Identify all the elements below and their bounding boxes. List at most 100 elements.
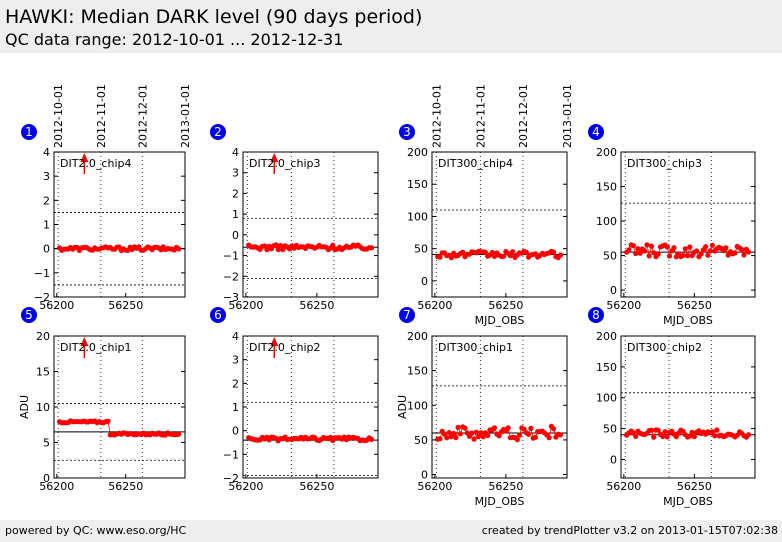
y-tick-label: 200 — [596, 330, 617, 343]
data-point — [651, 250, 657, 256]
data-point — [480, 434, 486, 440]
data-point — [664, 244, 670, 250]
data-point — [703, 244, 709, 250]
plot-frame — [431, 335, 568, 479]
chart-panel-6: 6 DIT2.0_chip2 −2 −1 0 1 2 3 4 56200 56250 — [210, 307, 379, 493]
created-by-text: created by trendPlotter v3.2 on 2013-01-… — [481, 524, 778, 537]
y-tick-label: 3 — [232, 354, 239, 367]
x-tick-label: 56200 — [417, 480, 452, 493]
y-tick-label: 50 — [414, 434, 428, 447]
panel-number-label: 7 — [403, 308, 411, 322]
data-point — [528, 425, 534, 431]
data-point — [496, 433, 502, 439]
data-point — [714, 427, 720, 433]
data-point — [460, 249, 466, 255]
y-tick-label: 50 — [603, 250, 617, 263]
date-axis-label: 2013-01-01 — [561, 84, 574, 148]
data-point — [532, 434, 539, 440]
x-tick-label: 56250 — [299, 480, 334, 493]
plot-frame — [620, 151, 756, 298]
data-point — [662, 429, 668, 435]
y-tick-label: −3 — [223, 291, 239, 304]
data-point — [732, 250, 738, 256]
data-point — [455, 424, 461, 430]
data-point — [275, 246, 281, 253]
date-axis-label: 2012-12-01 — [517, 84, 530, 148]
panel-number-badge — [399, 307, 415, 323]
panel-number-badge — [21, 124, 37, 140]
y-tick-label: 150 — [407, 178, 428, 191]
data-point — [745, 432, 752, 438]
y-tick-label: 0 — [610, 453, 617, 466]
data-point — [648, 243, 655, 249]
data-point — [485, 432, 491, 439]
y-tick-label: 150 — [596, 361, 617, 374]
x-axis-label: MJD_OBS — [475, 314, 525, 327]
y-tick-label: 100 — [407, 210, 428, 223]
data-point — [630, 243, 637, 249]
data-point — [451, 430, 457, 437]
date-axis-label: 2012-10-01 — [430, 84, 443, 148]
panel-number-label: 2 — [214, 125, 222, 139]
powered-by-text: powered by QC: www.eso.org/HC — [5, 524, 187, 537]
data-point — [476, 434, 482, 440]
y-tick-label: 150 — [407, 365, 428, 378]
y-tick-label: −2 — [223, 472, 239, 485]
data-point — [655, 251, 661, 257]
y-tick-label: 4 — [232, 146, 239, 159]
y-tick-label: 0 — [232, 425, 239, 438]
y-tick-label: −1 — [34, 267, 50, 280]
data-point — [444, 435, 450, 441]
data-point — [723, 245, 729, 251]
x-tick-label: 56250 — [108, 480, 143, 493]
panel-title: DIT300_chip4 — [438, 157, 513, 170]
data-point — [687, 244, 693, 250]
y-tick-label: 2 — [232, 187, 239, 200]
panel-number-badge — [21, 307, 37, 323]
panel-number-badge — [588, 307, 604, 323]
data-point — [551, 249, 557, 255]
data-point — [448, 255, 454, 261]
data-point — [551, 426, 557, 432]
panel-title: DIT2.0_chip2 — [249, 341, 320, 354]
outlier-arrow-head — [80, 337, 89, 346]
chart-panel-1: 1 DIT2.0_chip4 −2 −1 0 1 2 3 4 56200 56250 2012-10-… — [21, 84, 192, 312]
x-tick-label: 56200 — [606, 299, 641, 312]
y-tick-label: 150 — [596, 181, 617, 194]
data-point — [453, 435, 459, 441]
date-axis-label: 2013-01-01 — [179, 84, 192, 148]
panel-number-label: 6 — [214, 308, 222, 322]
data-point — [709, 429, 716, 435]
data-point — [691, 434, 697, 440]
y-tick-label: 1 — [43, 219, 50, 232]
x-tick-label: 56250 — [677, 299, 712, 312]
chart-panel-3: 3 DIT300_chip4 0 50 100 150 200 56200 56250 MJD_O… — [399, 84, 574, 327]
panel-number-badge — [588, 124, 604, 140]
y-tick-label: −2 — [34, 291, 50, 304]
data-point — [489, 249, 495, 256]
data-point — [646, 253, 652, 259]
y-tick-label: 3 — [43, 170, 50, 183]
data-point — [523, 249, 530, 256]
x-tick-label: 56200 — [606, 480, 641, 493]
x-tick-label: 56200 — [39, 480, 74, 493]
data-point — [644, 242, 650, 248]
x-tick-label: 56200 — [228, 480, 263, 493]
y-tick-label: 200 — [407, 330, 428, 343]
data-point — [546, 435, 552, 441]
y-tick-label: 100 — [596, 392, 617, 405]
data-point — [505, 425, 511, 431]
data-point — [648, 427, 655, 433]
data-point — [637, 250, 643, 256]
panel-number-badge — [399, 124, 415, 140]
data-point — [682, 246, 688, 252]
data-point — [557, 252, 564, 258]
date-axis-label: 2012-12-01 — [136, 84, 149, 148]
data-point — [368, 436, 375, 442]
data-point — [469, 430, 475, 436]
outlier-arrow-head — [270, 337, 279, 346]
y-tick-label: 0 — [232, 229, 239, 242]
y-tick-label: 0 — [610, 284, 617, 297]
data-point — [437, 254, 443, 260]
plot-frame — [53, 151, 186, 298]
